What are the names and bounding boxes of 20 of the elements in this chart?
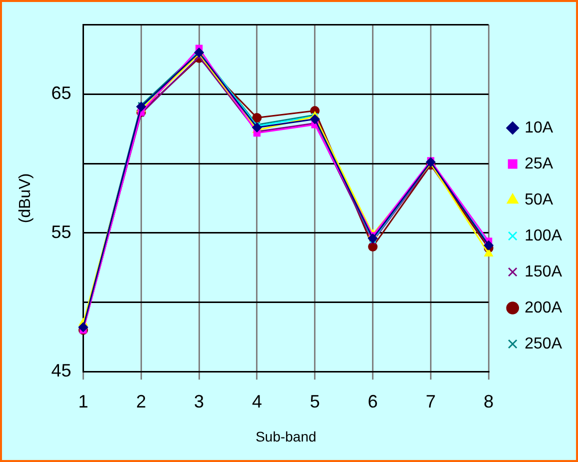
legend-label: 50A xyxy=(524,191,554,208)
x-tick-label: 2 xyxy=(136,391,146,412)
legend-label: 25A xyxy=(524,155,554,172)
x-tick-label: 3 xyxy=(194,391,204,412)
legend-label: 200A xyxy=(524,299,562,316)
x-tick-label: 4 xyxy=(252,391,262,412)
y-axis-title: (dBuV) xyxy=(17,173,34,224)
x-tick-label: 8 xyxy=(484,391,494,412)
x-axis-title: Sub-band xyxy=(256,428,316,444)
legend-label: 250A xyxy=(524,335,562,352)
x-tick-label: 7 xyxy=(426,391,436,412)
legend-label: 150A xyxy=(524,263,562,280)
x-tick-label: 1 xyxy=(78,391,88,412)
x-tick-label: 5 xyxy=(310,391,320,412)
legend-label: 10A xyxy=(524,119,554,136)
x-tick-label: 6 xyxy=(368,391,378,412)
y-tick-label: 55 xyxy=(51,222,72,242)
y-tick-label: 65 xyxy=(51,83,72,104)
legend-label: 100A xyxy=(524,227,562,244)
y-tick-label: 45 xyxy=(51,360,72,381)
